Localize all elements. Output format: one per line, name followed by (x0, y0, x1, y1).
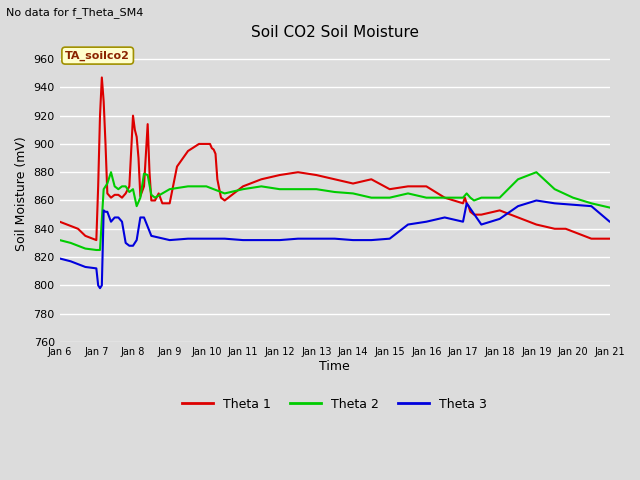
Text: No data for f_Theta_SM4: No data for f_Theta_SM4 (6, 7, 144, 18)
Y-axis label: Soil Moisture (mV): Soil Moisture (mV) (15, 136, 28, 251)
Title: Soil CO2 Soil Moisture: Soil CO2 Soil Moisture (251, 24, 419, 39)
Text: TA_soilco2: TA_soilco2 (65, 50, 130, 61)
X-axis label: Time: Time (319, 360, 350, 372)
Legend: Theta 1, Theta 2, Theta 3: Theta 1, Theta 2, Theta 3 (177, 393, 492, 416)
